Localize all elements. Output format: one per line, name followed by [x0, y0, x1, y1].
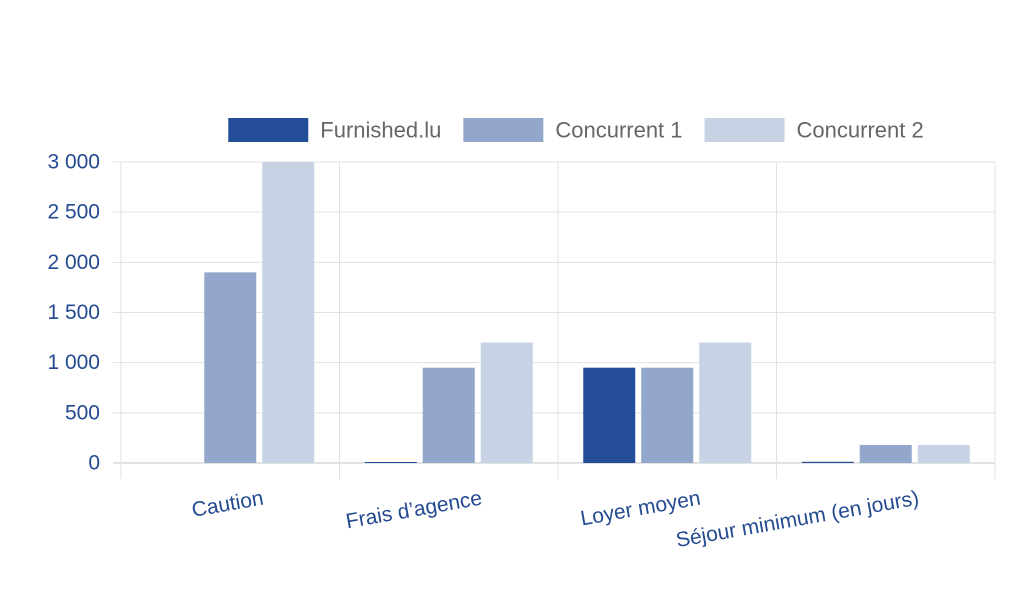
x-tick-label-frais-d-agence: Frais d’agence — [344, 487, 484, 534]
y-tick-label: 2 000 — [47, 251, 100, 274]
y-tick-label: 3 000 — [47, 151, 100, 174]
y-tick-label: 1 500 — [47, 301, 100, 324]
legend-item-concurrent-1[interactable]: Concurrent 1 — [463, 118, 683, 143]
x-tick-label-sejour-minimum-en-jours: Séjour minimum (en jours) — [674, 487, 921, 552]
legend-swatch — [463, 118, 544, 142]
legend-label: Concurrent 2 — [797, 118, 924, 143]
legend-label: Furnished.lu — [320, 118, 441, 143]
legend-label: Concurrent 1 — [555, 118, 682, 143]
y-tick-label: 2 500 — [47, 201, 100, 224]
y-tick-label: 1 000 — [47, 351, 100, 374]
legend-item-concurrent-2[interactable]: Concurrent 2 — [704, 118, 924, 143]
y-tick-label: 500 — [65, 401, 100, 424]
bar-concurrent-1-caution[interactable] — [204, 272, 257, 463]
bar-concurrent-2-caution[interactable] — [262, 162, 315, 463]
bar-furnished-lu-loyer-moyen[interactable] — [583, 367, 636, 463]
legend-swatch — [228, 118, 309, 142]
bar-concurrent-1-sejour-minimum-en-jours[interactable] — [859, 444, 912, 463]
bar-furnished-lu-sejour-minimum-en-jours[interactable] — [801, 461, 854, 463]
bar-concurrent-2-loyer-moyen[interactable] — [699, 342, 752, 463]
bar-concurrent-2-frais-d-agence[interactable] — [480, 342, 533, 463]
legend-item-furnished-lu[interactable]: Furnished.lu — [228, 118, 441, 143]
bar-concurrent-1-frais-d-agence[interactable] — [422, 367, 475, 463]
grid — [113, 161, 996, 479]
bar-furnished-lu-frais-d-agence[interactable] — [364, 461, 417, 463]
bar-concurrent-2-sejour-minimum-en-jours[interactable] — [917, 444, 970, 463]
legend-swatch — [704, 118, 785, 142]
y-tick-label: 0 — [88, 452, 100, 475]
legend[interactable]: Furnished.lu Concurrent 1 Concurrent 2 — [228, 118, 924, 143]
x-tick-label-loyer-moyen: Loyer moyen — [579, 487, 703, 531]
x-tick-label-caution: Caution — [190, 487, 265, 522]
bars — [204, 162, 970, 463]
bar-concurrent-1-loyer-moyen[interactable] — [641, 367, 694, 463]
